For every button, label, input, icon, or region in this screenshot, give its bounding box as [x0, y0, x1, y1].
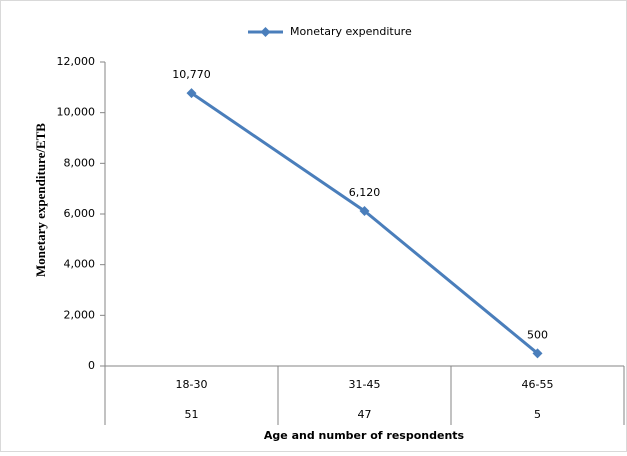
x-axis-title: Age and number of respondents [264, 429, 465, 442]
x-tick-label: 46-55 [522, 378, 554, 391]
x-tick-label: 31-45 [349, 378, 381, 391]
legend-marker [260, 27, 271, 37]
data-point [532, 348, 543, 359]
legend-label: Monetary expenditure [290, 25, 412, 38]
y-axis-title: Monetary expenditure/ETB [33, 123, 48, 277]
x-tick-label: 18-30 [176, 378, 208, 391]
data-label: 500 [527, 328, 548, 341]
x-count-label: 47 [358, 408, 372, 421]
x-count-label: 51 [185, 408, 199, 421]
data-point [359, 205, 370, 216]
data-label: 6,120 [349, 186, 381, 199]
y-tick-label: 10,000 [57, 106, 96, 119]
x-count-label: 5 [534, 408, 541, 421]
y-tick-label: 6,000 [64, 207, 96, 220]
y-tick-label: 4,000 [64, 258, 96, 271]
y-tick-label: 12,000 [57, 55, 96, 68]
y-tick-label: 8,000 [64, 156, 96, 169]
data-label: 10,770 [172, 68, 211, 81]
data-point [186, 88, 197, 99]
y-tick-label: 0 [88, 359, 95, 372]
y-tick-label: 2,000 [64, 308, 96, 321]
